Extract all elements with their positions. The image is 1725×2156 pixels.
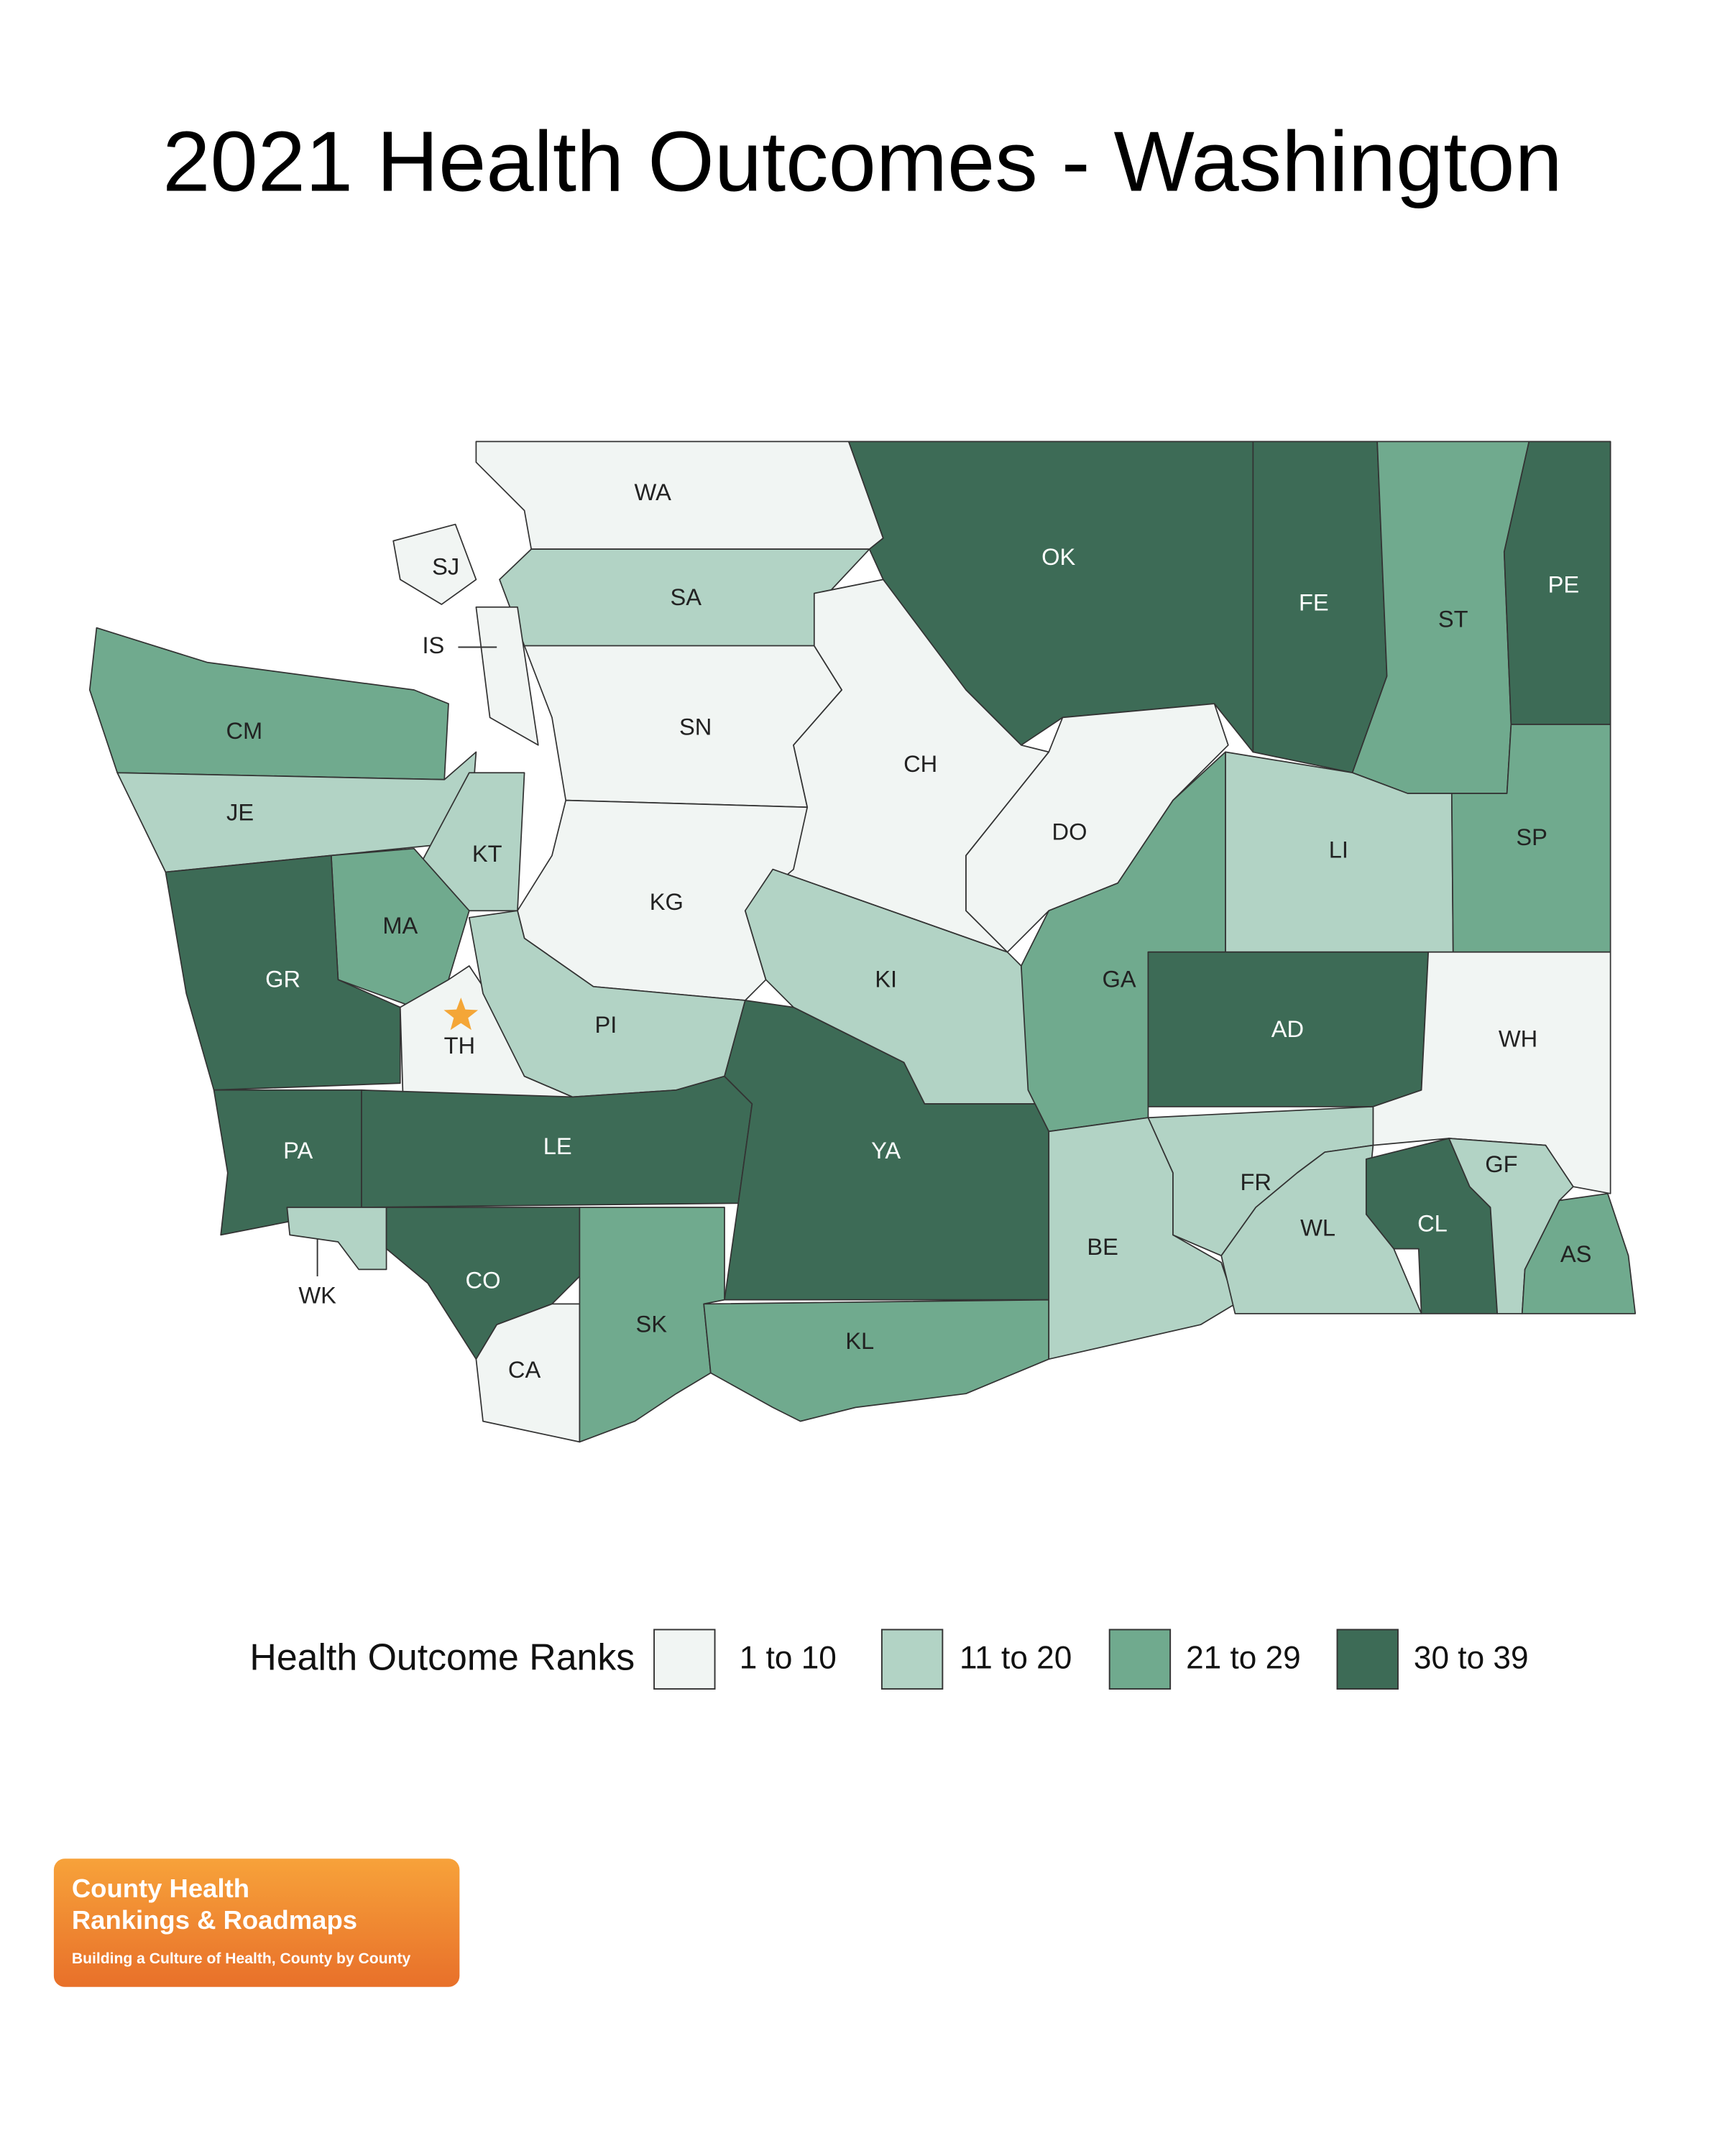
county-label: OK <box>1041 543 1075 570</box>
county-label: WA <box>634 479 671 505</box>
county-label: TH <box>444 1032 476 1059</box>
county-label: KL <box>845 1327 874 1354</box>
logo-tagline: Building a Culture of Health, County by … <box>72 1950 411 1967</box>
county-label: FE <box>1299 589 1329 616</box>
county-label: CH <box>903 750 937 777</box>
county-label: PI <box>594 1011 617 1038</box>
county <box>88 627 449 780</box>
county-label: MA <box>382 912 418 939</box>
county-label: PA <box>283 1137 313 1164</box>
county-label: LI <box>1329 836 1348 862</box>
county-label: KT <box>472 840 502 867</box>
legend: Health Outcome Ranks 1 to 10 11 to 20 21 to… <box>249 1628 1529 1690</box>
county-label: ST <box>1438 606 1468 632</box>
county-label: GA <box>1103 966 1136 992</box>
county <box>724 1000 1050 1301</box>
county-label: LE <box>543 1133 572 1159</box>
legend-label: 1 to 10 <box>740 1640 837 1675</box>
legend-title: Health Outcome Ranks <box>249 1636 635 1677</box>
county-label: FR <box>1240 1169 1271 1195</box>
county-label: CM <box>226 717 262 744</box>
logo-box <box>53 1858 460 1987</box>
capital-star <box>443 998 479 1031</box>
county <box>475 441 884 550</box>
county-label: JE <box>226 798 254 825</box>
legend-swatch <box>1108 1628 1172 1690</box>
county-label: IS <box>422 632 444 658</box>
county-label: YA <box>871 1137 901 1164</box>
logo-line: County Health <box>72 1874 249 1903</box>
county-label: WH <box>1499 1025 1537 1051</box>
county-label: KG <box>650 888 684 915</box>
county-label: CO <box>466 1266 501 1293</box>
county <box>1521 1192 1637 1314</box>
legend-label: 11 to 20 <box>960 1640 1072 1675</box>
legend-swatch <box>880 1628 944 1690</box>
county-label: DO <box>1052 818 1087 844</box>
county-label: SJ <box>432 553 459 580</box>
county-label: AD <box>1271 1015 1304 1042</box>
county-label: SN <box>679 713 712 740</box>
county-layer: WA SJ SA IS OK FE ST PE CM JE SN CH DO KT MA KG LI SP GR TH… <box>88 441 1637 1443</box>
county-label: WL <box>1300 1214 1335 1240</box>
county <box>703 1299 1050 1422</box>
logo: County Health Rankings & Roadmaps Buildi… <box>53 1858 460 1987</box>
county-label: BE <box>1087 1233 1118 1260</box>
county-label: CL <box>1417 1210 1448 1237</box>
county-label: SA <box>670 584 702 610</box>
county-label: GR <box>265 966 300 992</box>
county <box>286 1207 387 1271</box>
legend-swatch <box>1336 1628 1399 1690</box>
logo-line: Rankings & Roadmaps <box>72 1905 357 1935</box>
legend-label: 21 to 29 <box>1186 1640 1301 1675</box>
county-label: GF <box>1485 1151 1517 1177</box>
legend-label: 30 to 39 <box>1414 1640 1529 1675</box>
county-label: WK <box>298 1281 336 1308</box>
county <box>392 523 477 605</box>
county <box>165 854 401 1091</box>
county-label: SK <box>635 1311 667 1337</box>
county <box>475 606 539 746</box>
county-label: CA <box>508 1356 541 1383</box>
map-title: 2021 Health Outcomes - Washington <box>162 114 1562 210</box>
county-label: SP <box>1516 824 1547 850</box>
legend-swatch <box>653 1628 716 1690</box>
county-label: AS <box>1560 1240 1592 1267</box>
county-label: KI <box>875 966 897 992</box>
county-label: PE <box>1548 571 1580 598</box>
